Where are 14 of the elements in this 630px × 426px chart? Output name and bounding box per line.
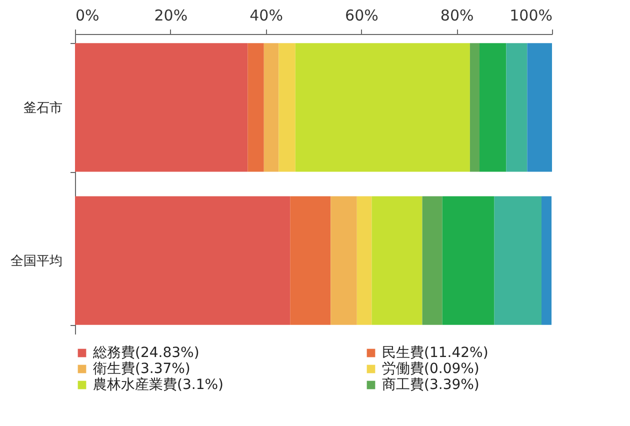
legend-label: 衛生費(3.37%) <box>93 361 190 377</box>
x-tick-label: 60% <box>345 6 378 24</box>
x-tick-label: 0% <box>76 6 100 24</box>
x-tick-label: 20% <box>154 6 188 24</box>
legend-label: 総務費(24.83%) <box>92 345 200 361</box>
y-tick-label: 釜石市 <box>24 100 62 116</box>
legend-label: 農林水産業費(3.1%) <box>93 377 224 393</box>
y-tick-label: 全国平均 <box>10 254 62 270</box>
legend-label: 商工費(3.39%) <box>382 377 480 393</box>
x-tick-label: 80% <box>440 6 474 24</box>
x-tick-label: 40% <box>250 6 283 24</box>
x-tick-label: 100% <box>510 6 552 24</box>
legend-label: 労働費(0.09%) <box>382 361 480 377</box>
legend-label: 民生費(11.42%) <box>382 345 488 361</box>
